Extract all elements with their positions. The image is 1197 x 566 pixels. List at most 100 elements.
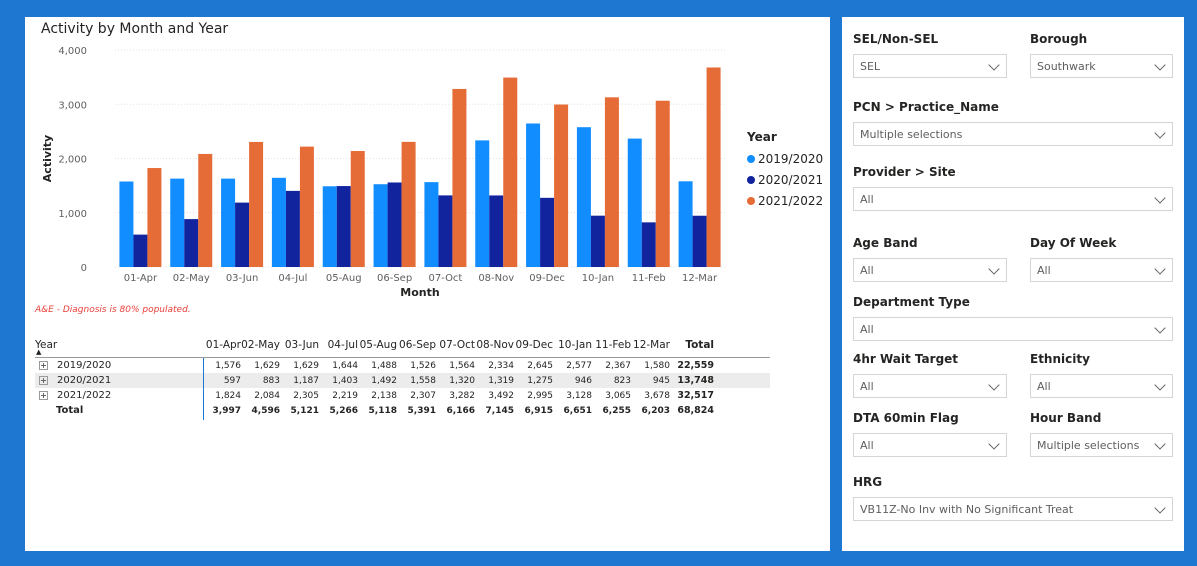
value-cell: 3,678 — [644, 390, 670, 401]
value-cell: 1,824 — [215, 390, 241, 401]
bar-2021-2022-09-Dec — [554, 104, 569, 268]
slicer-pcn: PCN > Practice_Name Multiple selections — [853, 100, 1173, 146]
expand-icon[interactable] — [39, 391, 48, 400]
value-cell: 2,577 — [566, 360, 592, 371]
y-tick-label: 1,000 — [58, 209, 87, 220]
column-header[interactable]: 10-Jan — [558, 339, 592, 351]
bar-2021-2022-08-Nov — [503, 77, 518, 268]
value-cell: 823 — [613, 375, 631, 386]
bar-2020-2021-02-May — [184, 219, 199, 267]
bar-2019-2020-10-Jan — [576, 127, 591, 267]
matrix-row-header[interactable]: Year ▲ — [35, 333, 202, 357]
legend-title: Year — [747, 130, 777, 144]
matrix-table: Year ▲ 01-Apr 02-May 03-Jun 04-Jul 05-Au… — [35, 333, 770, 420]
age-band-dropdown[interactable]: All — [853, 258, 1007, 282]
total-cell: 5,266 — [329, 405, 358, 416]
legend-item-2020-2021[interactable]: 2020/2021 — [747, 169, 823, 190]
dropdown-value: All — [860, 379, 874, 393]
chevron-down-icon — [1154, 192, 1166, 204]
value-cell: 945 — [652, 375, 670, 386]
borough-dropdown[interactable]: Southwark — [1030, 54, 1173, 78]
value-cell: 1,558 — [410, 375, 436, 386]
x-tick-label: 12-Mar — [682, 273, 718, 284]
bar-2020-2021-07-Oct — [438, 195, 453, 267]
value-cell: 1,644 — [332, 360, 358, 371]
value-cell: 946 — [574, 375, 592, 386]
column-header[interactable]: 03-Jun — [284, 339, 319, 351]
provider-dropdown[interactable]: All — [853, 187, 1173, 211]
value-cell: 597 — [223, 375, 241, 386]
column-header[interactable]: 06-Sep — [399, 339, 436, 351]
column-header[interactable]: 08-Nov — [476, 339, 514, 351]
hrg-dropdown[interactable]: VB11Z-No Inv with No Significant Treat — [853, 497, 1173, 521]
row-label: 2020/2021 — [57, 375, 112, 386]
legend-item-2019-2020[interactable]: 2019/2020 — [747, 148, 823, 169]
expand-icon[interactable] — [39, 361, 48, 370]
legend-item-2021-2022[interactable]: 2021/2022 — [747, 190, 823, 211]
ethnicity-dropdown[interactable]: All — [1030, 374, 1173, 398]
slicer-label: PCN > Practice_Name — [853, 100, 999, 114]
wait-target-dropdown[interactable]: All — [853, 374, 1007, 398]
slicer-label: DTA 60min Flag — [853, 411, 959, 425]
value-cell: 1,629 — [293, 360, 319, 371]
bar-2021-2022-11-Feb — [655, 100, 670, 267]
chart-title: Activity by Month and Year — [41, 21, 229, 37]
sel-dropdown[interactable]: SEL — [853, 54, 1007, 78]
expand-icon[interactable] — [39, 376, 48, 385]
dropdown-value: Multiple selections — [860, 127, 963, 141]
value-cell: 3,065 — [605, 390, 631, 401]
chart-panel: Activity by Month and Year 0 1,000 2,000 3,… — [25, 17, 830, 551]
sort-ascending-icon[interactable]: ▲ — [36, 348, 42, 356]
value-cell: 3,492 — [488, 390, 514, 401]
dta-flag-dropdown[interactable]: All — [853, 433, 1007, 457]
row-label-cell: Total — [35, 403, 202, 418]
department-type-dropdown[interactable]: All — [853, 317, 1173, 341]
column-header[interactable]: 05-Aug — [359, 339, 397, 351]
total-cell: 6,651 — [563, 405, 592, 416]
row-header-label: Year — [35, 339, 58, 351]
column-header[interactable]: 09-Dec — [515, 339, 553, 351]
slicer-provider: Provider > Site All — [853, 165, 1173, 211]
total-cell: 5,118 — [368, 405, 397, 416]
column-header[interactable]: 11-Feb — [595, 339, 631, 351]
value-cell: 883 — [262, 375, 280, 386]
dropdown-value: Multiple selections — [1037, 438, 1140, 452]
x-tick-label: 01-Apr — [124, 273, 158, 284]
row-total-cell: 13,748 — [677, 375, 714, 386]
column-header[interactable]: 02-May — [241, 339, 280, 351]
value-cell: 1,526 — [410, 360, 436, 371]
legend-dot-2021-2022 — [747, 196, 755, 205]
bar-2021-2022-05-Aug — [350, 151, 365, 267]
chevron-down-icon — [988, 59, 1000, 71]
day-of-week-dropdown[interactable]: All — [1030, 258, 1173, 282]
legend-dot-2019-2020 — [747, 154, 755, 163]
value-cell: 2,367 — [605, 360, 631, 371]
bar-2019-2020-05-Aug — [322, 186, 337, 267]
x-tick-label: 04-Jul — [278, 273, 307, 284]
bar-2020-2021-04-Jul — [285, 190, 300, 267]
value-cell: 1,576 — [215, 360, 241, 371]
x-tick-label: 08-Nov — [478, 273, 514, 284]
pcn-dropdown[interactable]: Multiple selections — [853, 122, 1173, 146]
data-note: A&E - Diagnosis is 80% populated. — [35, 305, 191, 315]
bar-2019-2020-08-Nov — [475, 140, 490, 267]
slicer-age-band: Age Band All — [853, 236, 1007, 282]
dropdown-value: All — [1037, 379, 1051, 393]
value-cell: 3,282 — [449, 390, 475, 401]
value-cell: 2,084 — [254, 390, 280, 401]
column-header[interactable]: 04-Jul — [327, 339, 358, 351]
column-header[interactable]: 01-Apr — [205, 339, 241, 351]
column-header[interactable]: 07-Oct — [439, 339, 475, 351]
bar-2021-2022-07-Oct — [452, 88, 467, 267]
column-header-total[interactable]: Total — [685, 339, 714, 351]
bar-chart: 0 1,000 2,000 3,000 4,000 Activity 01-Apr 02-Ma… — [41, 46, 725, 299]
dropdown-value: All — [860, 322, 874, 336]
slicer-hrg: HRG VB11Z-No Inv with No Significant Tre… — [853, 475, 1173, 521]
value-cell: 1,403 — [332, 375, 358, 386]
dropdown-value: All — [1037, 263, 1051, 277]
column-header[interactable]: 12-Mar — [633, 339, 670, 351]
chevron-down-icon — [1154, 322, 1166, 334]
value-cell: 1,187 — [293, 375, 319, 386]
hour-band-dropdown[interactable]: Multiple selections — [1030, 433, 1173, 457]
total-cell: 3,997 — [212, 405, 241, 416]
